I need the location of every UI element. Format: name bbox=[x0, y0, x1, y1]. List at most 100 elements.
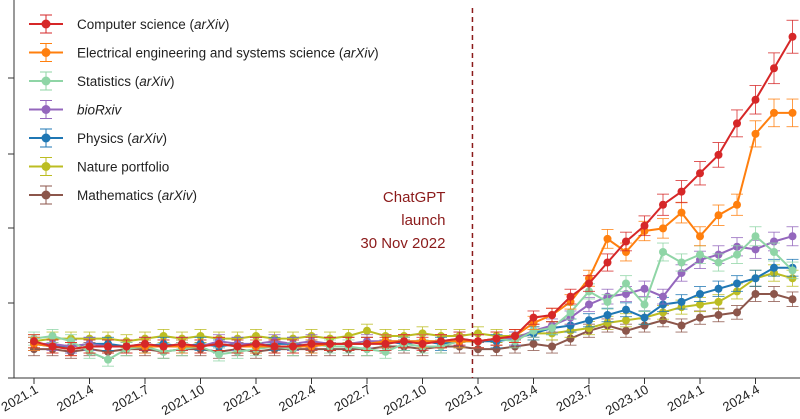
data-point bbox=[418, 329, 427, 338]
data-point bbox=[585, 300, 593, 309]
data-point bbox=[659, 308, 667, 317]
legend-item: bioRxiv bbox=[29, 100, 123, 119]
legend-marker bbox=[41, 133, 51, 143]
data-point bbox=[659, 248, 667, 256]
data-point bbox=[770, 64, 778, 73]
data-point bbox=[141, 339, 149, 348]
data-point bbox=[233, 342, 242, 351]
data-point bbox=[455, 334, 464, 343]
data-point bbox=[714, 150, 723, 159]
data-point bbox=[770, 237, 778, 246]
data-point bbox=[529, 339, 538, 348]
legend-label: Nature portfolio bbox=[77, 160, 169, 175]
legend-item: Nature portfolio bbox=[29, 157, 169, 176]
data-point bbox=[659, 292, 667, 301]
data-point bbox=[474, 337, 482, 346]
data-point bbox=[640, 221, 649, 230]
legend-marker bbox=[41, 48, 51, 57]
data-point bbox=[529, 313, 538, 322]
data-point bbox=[548, 311, 556, 319]
legend-label: Statistics (arXiv) bbox=[77, 74, 175, 89]
x-tick-label: 2024.1 bbox=[665, 382, 707, 415]
data-point bbox=[585, 279, 593, 288]
data-point bbox=[659, 300, 667, 309]
data-point bbox=[677, 187, 686, 196]
data-point bbox=[178, 339, 186, 348]
legend-label: bioRxiv bbox=[77, 103, 123, 118]
data-point bbox=[159, 342, 168, 351]
data-point bbox=[788, 108, 797, 117]
data-point bbox=[622, 305, 630, 314]
chatgpt-annotation: ChatGPT launch 30 Nov 2022 bbox=[360, 8, 474, 378]
legend-marker bbox=[41, 19, 51, 29]
series-0 bbox=[28, 19, 799, 357]
x-tick-label: 2022.1 bbox=[221, 382, 263, 415]
legend-marker bbox=[41, 190, 51, 200]
data-point bbox=[30, 337, 38, 346]
x-tick-label: 2022.7 bbox=[332, 382, 374, 415]
data-point bbox=[67, 337, 75, 346]
data-point bbox=[159, 332, 168, 340]
chatgpt-label-line: 30 Nov 2022 bbox=[360, 235, 445, 252]
data-point bbox=[381, 339, 390, 348]
data-point bbox=[714, 311, 723, 319]
x-tick-label: 2021.4 bbox=[54, 382, 96, 415]
data-point bbox=[603, 234, 612, 243]
data-point bbox=[733, 200, 741, 209]
legend-item: Physics (arXiv) bbox=[29, 128, 167, 148]
data-point bbox=[733, 250, 741, 259]
data-point bbox=[215, 350, 223, 359]
legend-label: Computer science (arXiv) bbox=[77, 17, 229, 32]
data-point bbox=[696, 232, 704, 241]
data-point bbox=[196, 332, 205, 340]
data-point bbox=[548, 324, 556, 333]
data-point bbox=[585, 316, 593, 325]
chart-marks bbox=[28, 19, 799, 367]
data-point bbox=[474, 345, 482, 354]
data-point bbox=[714, 258, 723, 267]
legend-marker bbox=[41, 76, 51, 86]
data-point bbox=[85, 342, 94, 351]
data-point bbox=[640, 313, 649, 322]
data-point bbox=[344, 332, 353, 340]
legend-label: Mathematics (arXiv) bbox=[77, 188, 197, 203]
data-point bbox=[622, 316, 630, 325]
legend-item: Statistics (arXiv) bbox=[29, 71, 175, 91]
data-point bbox=[677, 258, 686, 267]
data-point bbox=[492, 345, 501, 354]
data-point bbox=[770, 290, 778, 298]
data-point bbox=[622, 326, 630, 335]
series-5 bbox=[28, 264, 799, 349]
data-point bbox=[770, 263, 778, 272]
data-point bbox=[640, 300, 649, 309]
data-point bbox=[788, 295, 797, 304]
x-tick-label: 2021.10 bbox=[159, 382, 207, 418]
data-point bbox=[437, 337, 445, 346]
data-point bbox=[696, 169, 704, 178]
data-point bbox=[751, 290, 760, 298]
data-point bbox=[270, 342, 279, 351]
legend-item: Mathematics (arXiv) bbox=[29, 185, 197, 205]
data-point bbox=[659, 224, 667, 233]
data-point bbox=[733, 279, 741, 288]
x-tick-label: 2023.7 bbox=[554, 382, 596, 415]
data-point bbox=[585, 324, 593, 333]
data-point bbox=[714, 284, 723, 293]
data-point bbox=[307, 339, 316, 348]
data-point bbox=[659, 200, 667, 209]
data-point bbox=[603, 318, 612, 327]
data-point bbox=[603, 311, 612, 319]
chatgpt-label-line: ChatGPT bbox=[383, 189, 446, 206]
data-point bbox=[622, 279, 630, 288]
data-point bbox=[714, 211, 723, 220]
data-point bbox=[326, 339, 334, 348]
data-point bbox=[381, 347, 390, 356]
chatgpt-label-line: launch bbox=[401, 212, 445, 229]
data-point bbox=[733, 119, 741, 128]
x-tick-label: 2024.4 bbox=[720, 382, 762, 415]
data-point bbox=[215, 339, 223, 348]
data-point bbox=[788, 266, 797, 275]
data-point bbox=[640, 321, 649, 330]
x-tick-label: 2021.1 bbox=[0, 382, 41, 415]
data-point bbox=[363, 326, 371, 335]
